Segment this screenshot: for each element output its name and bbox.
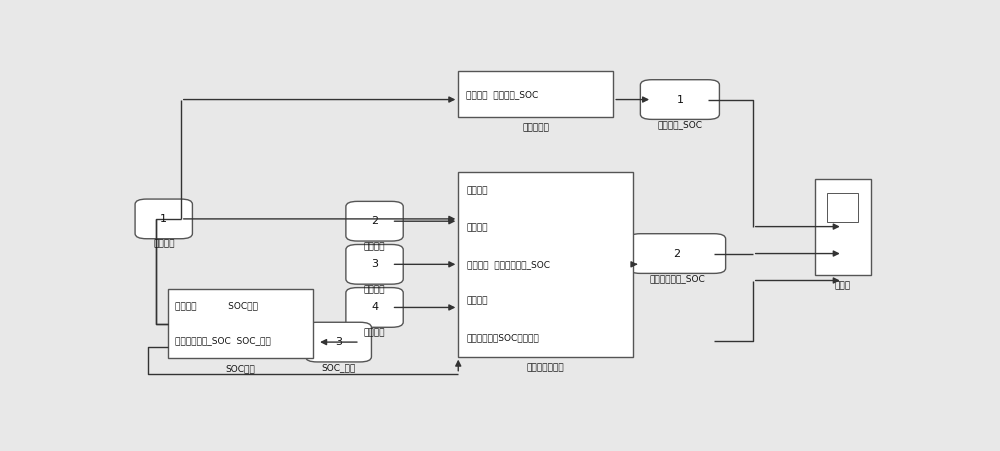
Text: 安时积分_SOC: 安时积分_SOC [657, 120, 702, 129]
Text: 电池电压  扩展式卡尔曼_SOC: 电池电压 扩展式卡尔曼_SOC [467, 260, 550, 269]
Text: 3: 3 [371, 259, 378, 269]
Text: 电池电流           SOC状态: 电池电流 SOC状态 [175, 302, 258, 311]
FancyBboxPatch shape [629, 234, 726, 273]
FancyBboxPatch shape [346, 244, 403, 284]
Text: SOC整合: SOC整合 [226, 364, 255, 373]
Text: 2: 2 [371, 216, 378, 226]
Text: 4: 4 [371, 303, 378, 313]
Text: 前一次卡尔曼SOC估算状态: 前一次卡尔曼SOC估算状态 [467, 334, 540, 343]
FancyBboxPatch shape [458, 71, 613, 117]
Text: 电池温度: 电池温度 [467, 223, 488, 232]
Text: 静置时间: 静置时间 [364, 328, 385, 337]
Text: SOC_整合: SOC_整合 [321, 363, 356, 372]
Text: 电池电压: 电池电压 [364, 285, 385, 294]
FancyBboxPatch shape [640, 80, 719, 120]
Text: 1: 1 [676, 95, 683, 105]
Text: 3: 3 [335, 337, 342, 347]
Text: 电池电流: 电池电流 [467, 186, 488, 195]
Text: 电池电流  安时积分_SOC: 电池电流 安时积分_SOC [466, 90, 538, 99]
Text: 1: 1 [160, 214, 167, 224]
FancyBboxPatch shape [135, 199, 192, 239]
Text: 扩展式卡尔曼_SOC  SOC_整合: 扩展式卡尔曼_SOC SOC_整合 [175, 336, 271, 345]
Text: 电池温度: 电池温度 [364, 242, 385, 251]
Text: 静置时间: 静置时间 [467, 297, 488, 306]
FancyBboxPatch shape [346, 201, 403, 241]
FancyBboxPatch shape [815, 179, 871, 275]
Text: 2: 2 [674, 249, 681, 258]
Text: 扩展式卡尔曼法: 扩展式卡尔曼法 [527, 363, 564, 372]
FancyBboxPatch shape [458, 172, 633, 357]
FancyBboxPatch shape [306, 322, 371, 362]
FancyBboxPatch shape [346, 288, 403, 327]
Text: 电池电流: 电池电流 [153, 240, 175, 249]
Text: 观测器: 观测器 [835, 281, 851, 290]
Text: 扩展式卡尔曼_SOC: 扩展式卡尔曼_SOC [649, 274, 705, 283]
FancyBboxPatch shape [168, 289, 313, 358]
FancyBboxPatch shape [827, 193, 858, 222]
Text: 安时积分法: 安时积分法 [522, 124, 549, 133]
